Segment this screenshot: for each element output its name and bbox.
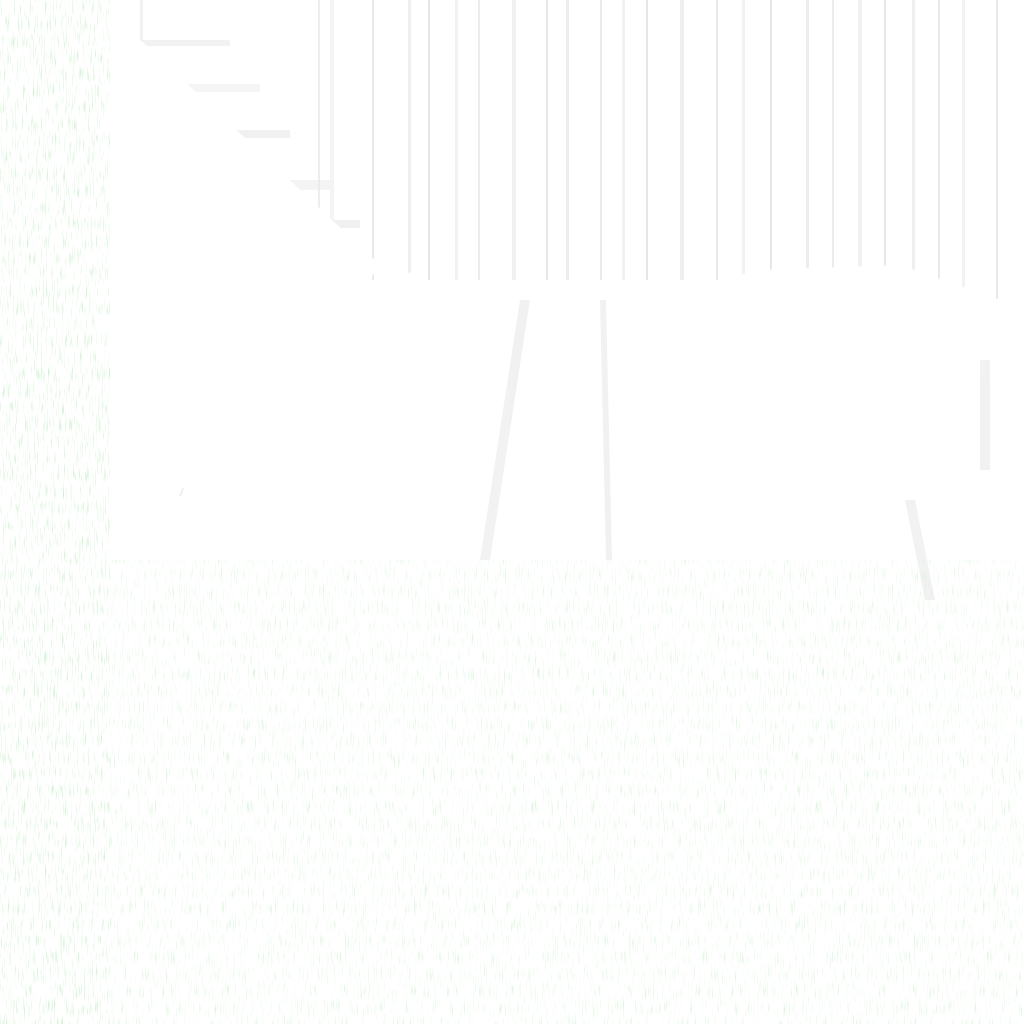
artwork [0, 0, 1024, 1024]
abstract-image [0, 0, 1024, 1024]
lower-noise [0, 0, 1024, 1024]
